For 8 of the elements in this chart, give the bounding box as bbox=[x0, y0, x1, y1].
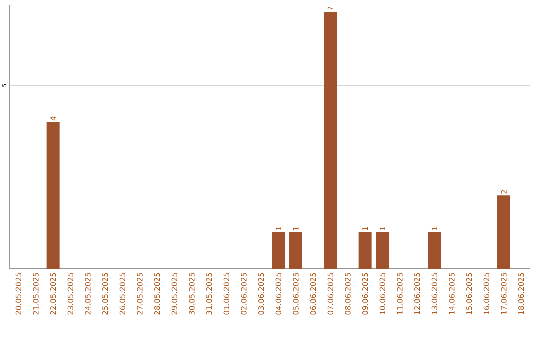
bar bbox=[324, 12, 338, 269]
bar bbox=[272, 232, 286, 269]
bar bbox=[428, 232, 442, 269]
bar bbox=[376, 232, 390, 269]
bar bbox=[290, 232, 302, 269]
bar bbox=[358, 232, 372, 269]
bar bbox=[498, 196, 510, 269]
bar bbox=[46, 122, 60, 269]
